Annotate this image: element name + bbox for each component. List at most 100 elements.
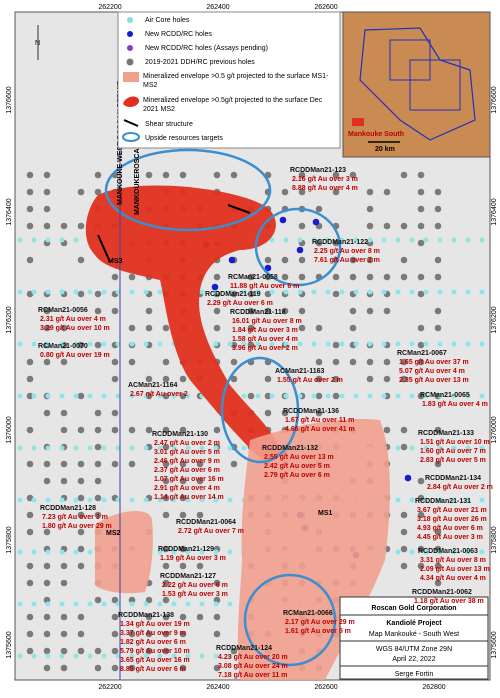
title-box bbox=[339, 596, 489, 680]
drill-hole bbox=[145, 307, 153, 315]
air-core-hole bbox=[101, 601, 107, 607]
drill-hole bbox=[264, 256, 272, 264]
hole-name: RCDDMan21-127 bbox=[160, 573, 216, 580]
drill-hole bbox=[94, 443, 102, 451]
air-core-hole bbox=[59, 341, 65, 347]
hole-name: RCMan21-0058 bbox=[228, 274, 278, 281]
drill-hole bbox=[60, 460, 68, 468]
drill-hole bbox=[417, 477, 425, 485]
air-core-hole bbox=[409, 497, 415, 503]
air-core-hole bbox=[409, 393, 415, 399]
drill-hole bbox=[94, 188, 102, 196]
drill-hole bbox=[366, 375, 374, 383]
air-core-hole bbox=[185, 653, 191, 659]
drill-hole bbox=[162, 426, 170, 434]
air-core-hole bbox=[87, 393, 93, 399]
air-core-hole bbox=[73, 549, 79, 555]
air-core-hole bbox=[241, 445, 247, 451]
air-core-hole bbox=[101, 497, 107, 503]
air-core-hole bbox=[213, 497, 219, 503]
air-core-hole bbox=[367, 393, 373, 399]
drill-hole bbox=[94, 460, 102, 468]
drill-hole bbox=[162, 562, 170, 570]
drill-hole bbox=[77, 188, 85, 196]
inset-highlight bbox=[352, 118, 364, 126]
coordinates: 262200 262200 262400 262400 262600 262600 2628… bbox=[6, 4, 498, 691]
air-core-hole bbox=[31, 289, 37, 295]
drill-hole bbox=[281, 273, 289, 281]
air-core-hole bbox=[73, 653, 79, 659]
assay: 2.72 g/t Au over 7 m bbox=[178, 528, 244, 535]
air-core-hole bbox=[101, 653, 107, 659]
shear-structure bbox=[97, 234, 111, 263]
drill-hole bbox=[247, 324, 255, 332]
drill-hole bbox=[298, 273, 306, 281]
air-core-hole bbox=[325, 289, 331, 295]
air-core-hole bbox=[465, 341, 471, 347]
air-core-hole bbox=[479, 237, 485, 243]
legend-symbol bbox=[127, 17, 133, 23]
drill-hole bbox=[264, 392, 272, 400]
drill-hole bbox=[145, 596, 153, 604]
drill-hole bbox=[26, 188, 34, 196]
drill-hole bbox=[111, 647, 119, 655]
legend-label-box: Mineralized envelope >0.5g/t projected t… bbox=[143, 97, 322, 113]
air-core-hole bbox=[199, 549, 205, 555]
drill-hole bbox=[417, 545, 425, 553]
drill-hole bbox=[383, 188, 391, 196]
zone-label: MS2 bbox=[106, 530, 121, 537]
drill-hole bbox=[281, 256, 289, 264]
air-core-hole bbox=[269, 237, 275, 243]
drill-hole bbox=[60, 630, 68, 638]
drill-hole bbox=[111, 273, 119, 281]
drill-hole bbox=[43, 613, 51, 621]
target-ellipse bbox=[220, 356, 300, 464]
drill-hole bbox=[162, 630, 170, 638]
air-core-hole bbox=[213, 653, 219, 659]
assay: 2.37 g/t Au over 6 m bbox=[154, 467, 220, 474]
air-core-hole bbox=[59, 601, 65, 607]
air-core-hole bbox=[465, 237, 471, 243]
air-core-hole bbox=[171, 549, 177, 555]
air-core-hole bbox=[227, 445, 233, 451]
air-core-hole bbox=[213, 445, 219, 451]
drill-hole bbox=[60, 579, 68, 587]
air-core-hole bbox=[199, 289, 205, 295]
assay: 1.83 g/t Au over 4 m bbox=[422, 401, 488, 408]
drill-hole bbox=[60, 562, 68, 570]
assay: 1.51 g/t Au over 10 m bbox=[420, 439, 490, 446]
air-core-hole bbox=[199, 445, 205, 451]
drill-hole bbox=[230, 647, 238, 655]
drill-hole bbox=[213, 171, 221, 179]
drill-hole bbox=[145, 171, 153, 179]
drill-hole bbox=[111, 460, 119, 468]
air-core-hole bbox=[171, 393, 177, 399]
air-core-hole bbox=[339, 393, 345, 399]
drill-hole bbox=[43, 630, 51, 638]
air-core-hole bbox=[465, 497, 471, 503]
assay: 3.08 g/t Au over 24 m bbox=[218, 663, 288, 670]
drill-hole bbox=[26, 256, 34, 264]
drill-hole bbox=[434, 205, 442, 213]
drill-hole bbox=[111, 664, 119, 672]
drill-hole bbox=[43, 528, 51, 536]
drill-hole bbox=[26, 511, 34, 519]
air-core-hole bbox=[45, 289, 51, 295]
hole-name: RCDDMan21-0063 bbox=[418, 548, 478, 555]
assay: 1.84 g/t Au over 3 m bbox=[232, 327, 298, 334]
air-core-hole bbox=[269, 341, 275, 347]
drill-hole bbox=[145, 324, 153, 332]
drill-hole bbox=[349, 358, 357, 366]
drill-hole bbox=[417, 511, 425, 519]
air-core-hole bbox=[87, 341, 93, 347]
drill-hole bbox=[366, 188, 374, 196]
drill-hole bbox=[281, 188, 289, 196]
air-core-hole bbox=[395, 445, 401, 451]
drill-hole bbox=[298, 188, 306, 196]
air-core-hole bbox=[157, 653, 163, 659]
drill-hole bbox=[60, 664, 68, 672]
drill-hole bbox=[162, 494, 170, 502]
air-core-hole bbox=[17, 549, 23, 555]
drill-hole bbox=[179, 171, 187, 179]
